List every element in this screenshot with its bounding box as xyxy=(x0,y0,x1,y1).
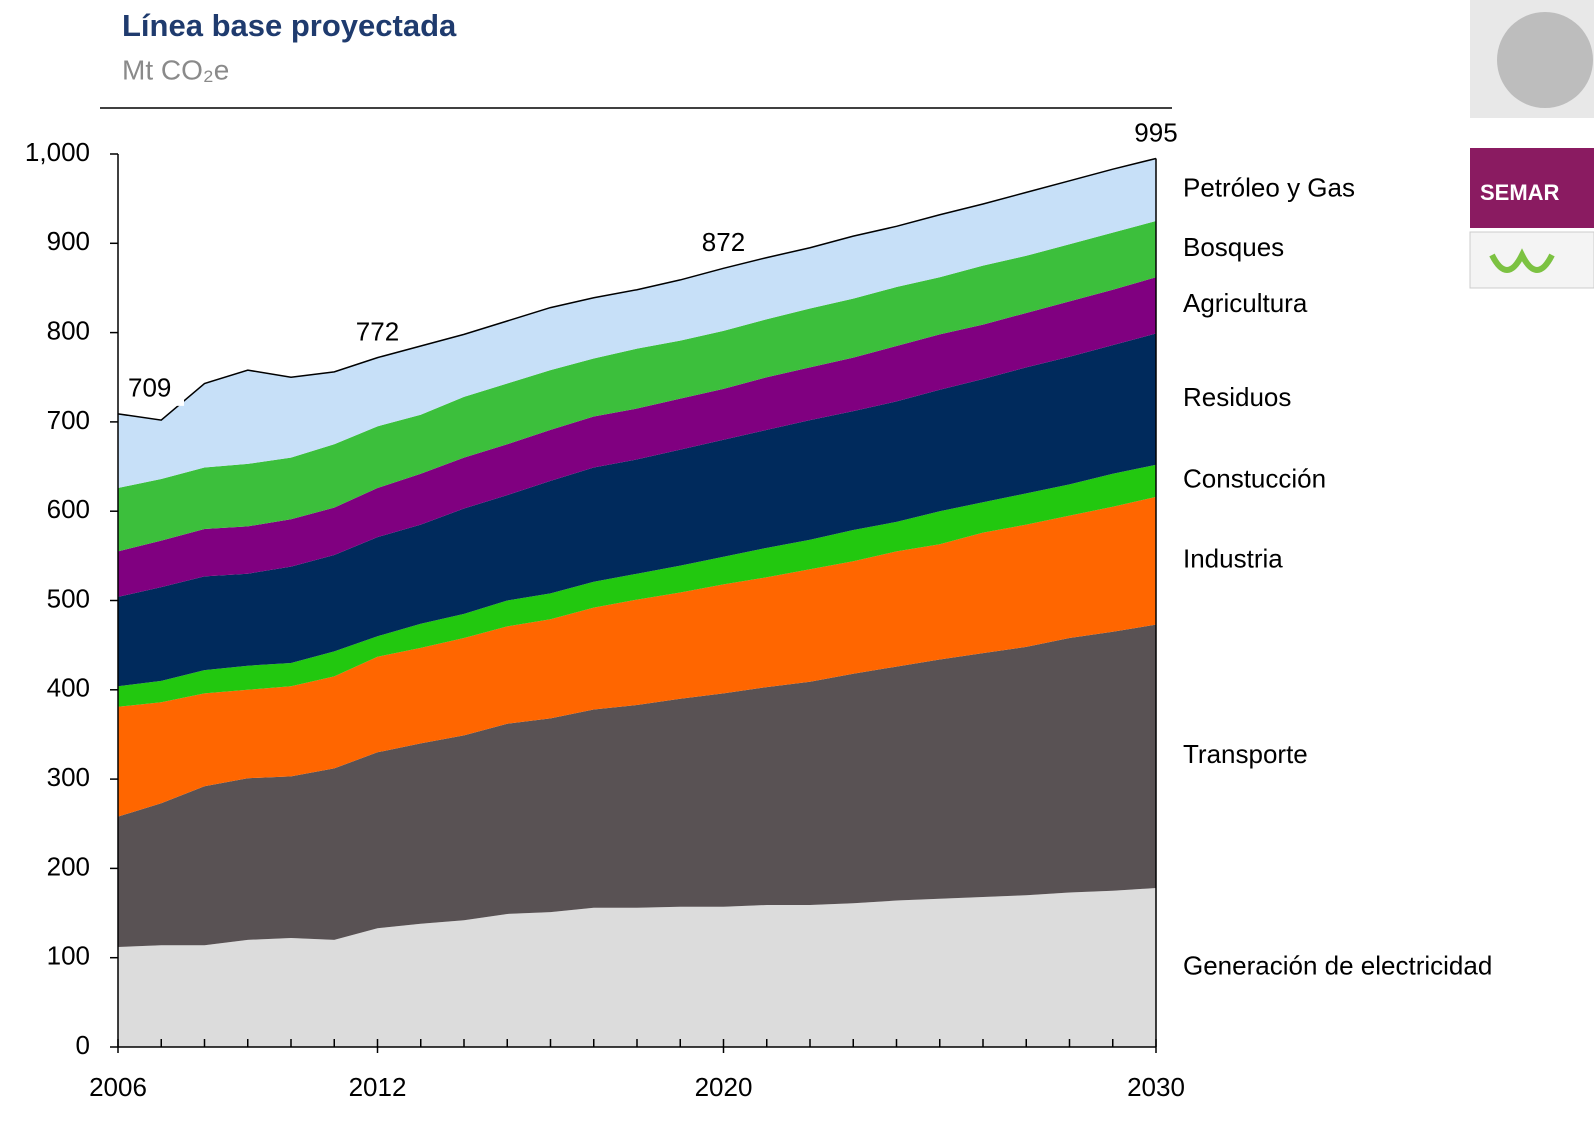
logo-band xyxy=(1470,148,1594,228)
area xyxy=(118,464,1156,707)
annotation: 772 xyxy=(356,316,399,346)
area xyxy=(118,333,1156,687)
area xyxy=(118,888,1156,1047)
y-tick-label: 500 xyxy=(47,583,90,613)
annotation: 709 xyxy=(128,373,171,403)
x-tick-label: 2030 xyxy=(1127,1072,1185,1102)
x-tick-label: 2012 xyxy=(349,1072,407,1102)
annotation-bg xyxy=(126,373,184,406)
legend-label: Agricultura xyxy=(1183,288,1308,318)
chart-subtitle: Mt CO₂e xyxy=(122,54,229,85)
y-tick-label: 700 xyxy=(47,405,90,435)
annotation: 995 xyxy=(1134,117,1177,147)
legend-label: Generación de electricidad xyxy=(1183,950,1492,980)
y-tick-label: 800 xyxy=(47,315,90,345)
area xyxy=(118,496,1156,817)
total-line xyxy=(117,157,1157,421)
y-tick-label: 400 xyxy=(47,673,90,703)
logo: SEMAR xyxy=(1469,0,1594,289)
legend-label: Residuos xyxy=(1183,382,1291,412)
logo-ine xyxy=(1469,231,1594,289)
x-tick-label: 2006 xyxy=(89,1072,147,1102)
legend-label: Constucción xyxy=(1183,464,1326,494)
area xyxy=(118,158,1156,488)
legend-label: Bosques xyxy=(1183,232,1284,262)
chart-title: Línea base proyectada xyxy=(122,8,457,43)
y-tick-label: 200 xyxy=(47,851,90,881)
y-tick-label: 600 xyxy=(47,494,90,524)
area xyxy=(118,277,1156,597)
legend-label: Petróleo y Gas xyxy=(1183,173,1355,203)
y-tick-label: 1,000 xyxy=(25,137,90,167)
annotation: 872 xyxy=(702,227,745,257)
legend-label: Industria xyxy=(1183,544,1283,574)
y-tick-label: 0 xyxy=(76,1030,90,1060)
area xyxy=(118,624,1156,947)
y-tick-label: 900 xyxy=(47,226,90,256)
logo-text: SEMAR xyxy=(1480,180,1560,205)
logo-seal-emblem xyxy=(1497,12,1593,108)
y-tick-label: 100 xyxy=(47,941,90,971)
legend-label: Transporte xyxy=(1183,739,1308,769)
x-tick-label: 2020 xyxy=(695,1072,753,1102)
logo-wave xyxy=(1489,248,1555,273)
y-tick-label: 300 xyxy=(47,762,90,792)
area xyxy=(118,220,1156,552)
